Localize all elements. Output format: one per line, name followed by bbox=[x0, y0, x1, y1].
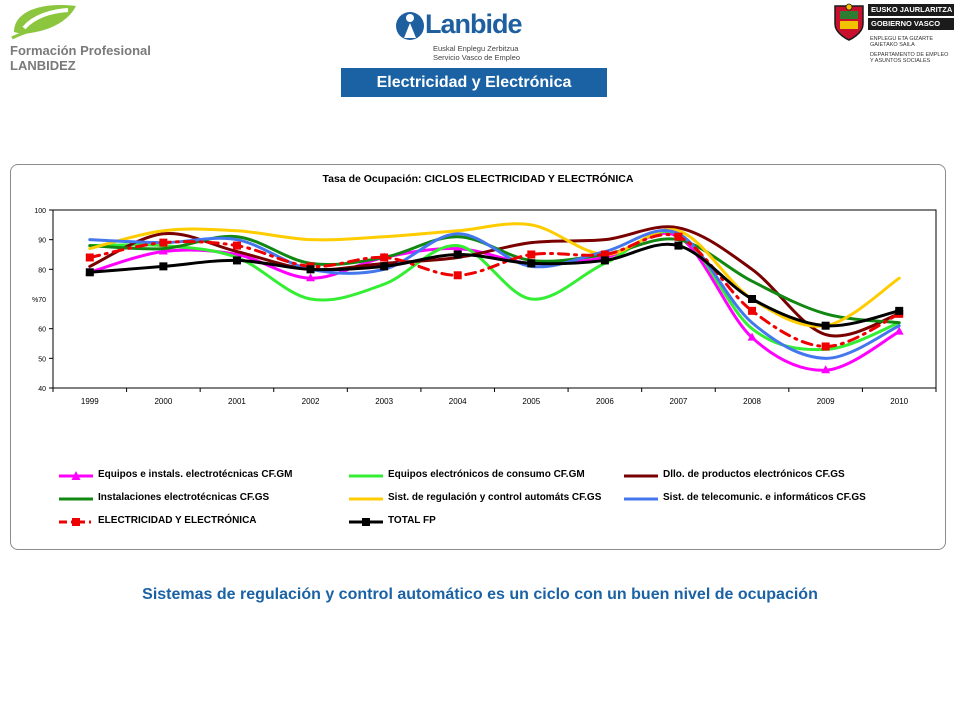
chart-title: Tasa de Ocupación: CICLOS ELECTRICIDAD Y… bbox=[322, 173, 634, 185]
series-line-1 bbox=[88, 231, 901, 372]
legend-label: Instalaciones electrotécnicas CF.GS bbox=[98, 492, 270, 503]
lanbide-logo: Lanbide Euskal Enplegu Zerbitzua Servici… bbox=[395, 6, 555, 66]
data-point-series-8 bbox=[600, 256, 609, 265]
lanbide-subtitle-1: Euskal Enplegu Zerbitzua bbox=[433, 44, 519, 53]
x-tick-label: 2000 bbox=[154, 397, 172, 406]
gv-dept-line1: ENPLEGU ETA GIZARTE bbox=[870, 36, 934, 42]
x-tick-label: 2010 bbox=[890, 397, 908, 406]
legend-swatch bbox=[349, 497, 383, 501]
data-point-series-1 bbox=[453, 243, 463, 252]
legend-swatch bbox=[349, 474, 383, 478]
series-line-8 bbox=[88, 242, 901, 328]
fp-leaf-icon bbox=[11, 5, 76, 40]
data-point-series-1 bbox=[306, 273, 316, 282]
y-tick-label: 60 bbox=[38, 327, 46, 334]
data-point-series-8 bbox=[821, 321, 830, 330]
data-point-series-8 bbox=[748, 295, 757, 303]
data-point-series-8 bbox=[895, 306, 904, 315]
x-tick-label: 2001 bbox=[228, 397, 246, 406]
legend-label: TOTAL FP bbox=[388, 515, 436, 526]
data-point-series-7 bbox=[453, 271, 462, 280]
data-point-series-1 bbox=[894, 326, 904, 335]
data-point-series-7 bbox=[600, 250, 609, 259]
chart-legend: Equipos e instals. electrotécnicas CF.GM… bbox=[56, 467, 936, 537]
data-point-series-8 bbox=[453, 250, 462, 259]
gv-bar-basque: EUSKO JAURLARITZA bbox=[868, 4, 954, 16]
legend-label: Sist. de regulación y control automáts C… bbox=[388, 492, 602, 503]
y-tick-label: 90 bbox=[38, 238, 46, 245]
legend-swatch bbox=[59, 497, 93, 501]
legend-swatch bbox=[59, 471, 93, 480]
fp-logo-line2: LANBIDEZ bbox=[10, 58, 76, 73]
formacion-profesional-logo: Formación Profesional LANBIDEZ bbox=[4, 2, 179, 73]
data-point-series-8 bbox=[380, 262, 389, 271]
data-point-series-8 bbox=[232, 256, 241, 265]
y-tick-label: 40 bbox=[38, 386, 46, 393]
x-tick-label: 2002 bbox=[302, 397, 320, 406]
series-line-6 bbox=[88, 229, 901, 360]
legend-swatch bbox=[59, 518, 93, 526]
line-chart: 40 50 60 80 90 100 %70 1999 2000 2001 2002 2003 2004… bbox=[32, 208, 937, 406]
chart-frame: Tasa de Ocupación: CICLOS ELECTRICIDAD Y… bbox=[10, 164, 946, 550]
data-point-series-7 bbox=[821, 342, 830, 351]
x-tick-label: 2005 bbox=[522, 397, 540, 406]
legend-label: Equipos e instals. electrotécnicas CF.GM bbox=[98, 469, 293, 480]
fp-logo-line1: Formación Profesional bbox=[10, 43, 151, 58]
x-tick-label: 1999 bbox=[81, 397, 99, 406]
data-point-series-8 bbox=[306, 265, 315, 274]
x-tick-label: 2004 bbox=[449, 397, 467, 406]
data-point-series-1 bbox=[821, 365, 831, 374]
x-tick-label: 2008 bbox=[743, 397, 761, 406]
series-line-3 bbox=[88, 225, 901, 338]
legend-swatch bbox=[624, 474, 658, 478]
legend-label: Equipos electrónicos de consumo CF.GM bbox=[388, 469, 585, 480]
gobierno-vasco-logo: EUSKO JAURLARITZA GOBIERNO VASCO ENPLEGU… bbox=[830, 2, 960, 72]
data-point-series-8 bbox=[159, 262, 168, 271]
data-point-series-7 bbox=[232, 241, 241, 250]
data-point-series-1 bbox=[158, 246, 168, 255]
legend-swatch bbox=[349, 518, 383, 526]
legend-label: Sist. de telecomunic. e informáticos CF.… bbox=[663, 492, 866, 503]
legend-swatch bbox=[624, 497, 658, 501]
data-point-series-7 bbox=[380, 253, 389, 262]
gv-dept-line4: Y ASUNTOS SOCIALES bbox=[870, 58, 931, 64]
y-tick-label: 50 bbox=[38, 356, 46, 363]
data-point-series-7 bbox=[748, 306, 757, 315]
lanbide-name: Lanbide bbox=[425, 9, 523, 39]
data-point-series-1 bbox=[747, 332, 757, 341]
legend-label: ELECTRICIDAD Y ELECTRÓNICA bbox=[98, 515, 257, 526]
lanbide-emblem-icon bbox=[396, 12, 424, 40]
coat-of-arms-icon bbox=[834, 3, 864, 41]
x-tick-label: 2007 bbox=[670, 397, 688, 406]
data-point-series-7 bbox=[674, 232, 683, 241]
gv-bar-spanish: GOBIERNO VASCO bbox=[868, 18, 954, 30]
x-tick-label: 2009 bbox=[817, 397, 835, 406]
data-point-series-7 bbox=[85, 253, 94, 262]
gv-dept-line2: GAIETAKO SAILA bbox=[870, 42, 915, 48]
y-tick-label: 100 bbox=[34, 208, 46, 215]
data-point-series-8 bbox=[527, 259, 536, 268]
y-axis-label: %70 bbox=[32, 297, 46, 304]
data-point-series-7 bbox=[159, 238, 168, 247]
data-point-series-8 bbox=[85, 268, 94, 277]
x-tick-label: 2003 bbox=[375, 397, 393, 406]
lanbide-subtitle-2: Servicio Vasco de Empleo bbox=[433, 53, 520, 62]
data-point-series-7 bbox=[527, 250, 536, 259]
data-point-series-8 bbox=[674, 241, 683, 250]
x-tick-label: 2006 bbox=[596, 397, 614, 406]
section-banner: Electricidad y Electrónica bbox=[341, 68, 607, 97]
legend-label: Dllo. de productos electrónicos CF.GS bbox=[663, 469, 845, 480]
gv-dept-line3: DEPARTAMENTO DE EMPLEO bbox=[870, 52, 949, 58]
footer-caption: Sistemas de regulación y control automát… bbox=[142, 586, 818, 603]
y-tick-label: 80 bbox=[38, 267, 46, 274]
